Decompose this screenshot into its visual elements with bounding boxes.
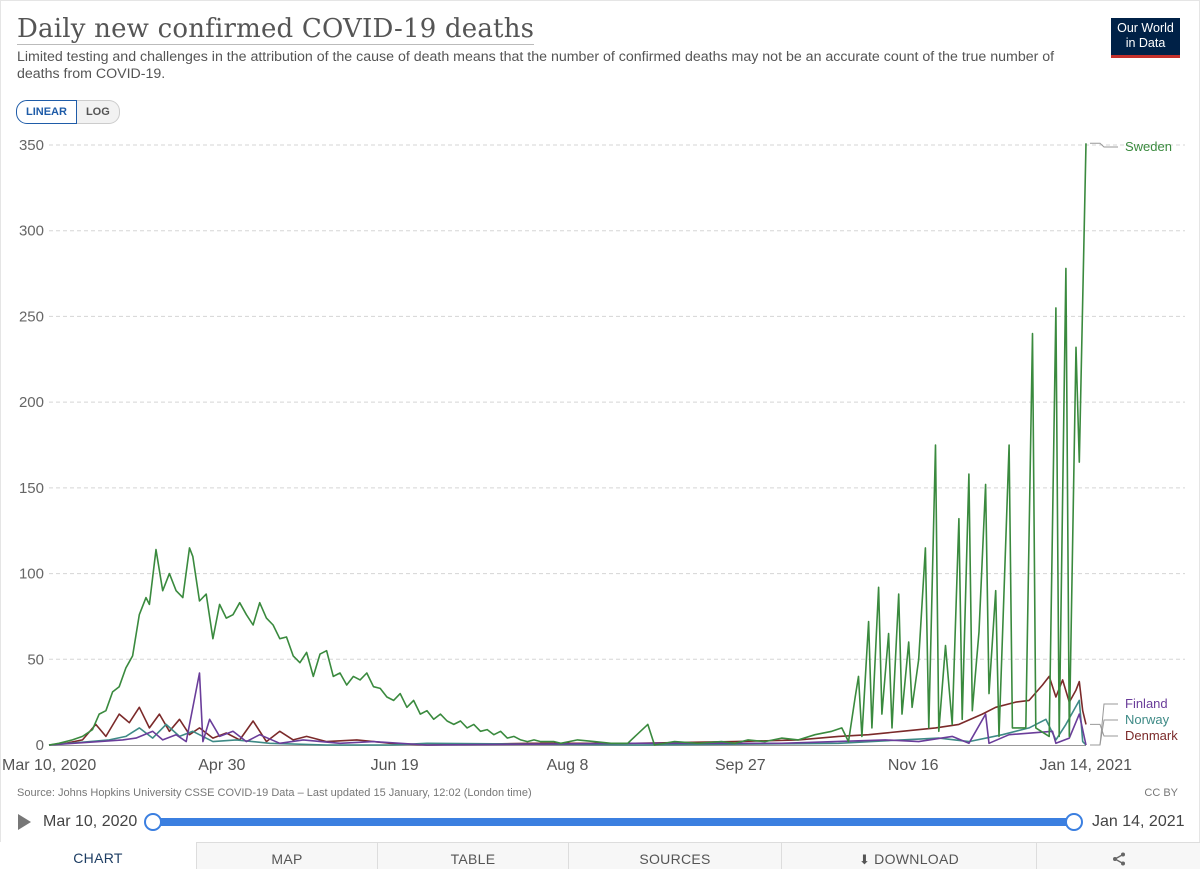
y-tick-label: 100 bbox=[19, 566, 44, 583]
series-line-sweden bbox=[48, 143, 1087, 746]
series-label-norway: Norway bbox=[1125, 712, 1170, 727]
series-label-sweden: Sweden bbox=[1125, 139, 1172, 154]
owid-logo[interactable]: Our World in Data bbox=[1111, 18, 1180, 58]
y-tick-label: 350 bbox=[19, 137, 44, 154]
chart-title: Daily new confirmed COVID-19 deaths bbox=[17, 14, 535, 45]
series-label-finland: Finland bbox=[1125, 696, 1168, 711]
x-tick-label: Jan 14, 2021 bbox=[1039, 757, 1132, 774]
x-tick-label: Aug 8 bbox=[547, 757, 589, 774]
logo-line-1: Our World bbox=[1117, 21, 1174, 35]
x-tick-label: Jun 19 bbox=[371, 757, 419, 774]
series-label-denmark: Denmark bbox=[1125, 728, 1178, 743]
source-note: Source: Johns Hopkins University CSSE CO… bbox=[17, 787, 532, 799]
leader-line-norway bbox=[1090, 719, 1118, 746]
log-scale-button[interactable]: LOG bbox=[76, 100, 120, 124]
timeline-end-handle[interactable] bbox=[1065, 813, 1083, 831]
leader-line-denmark bbox=[1090, 723, 1118, 737]
tab-map[interactable]: MAP bbox=[196, 842, 377, 869]
line-chart: 0 50 100 150 200 250 300 350 Mar 10, 2020 Apr 30 J… bbox=[2, 137, 1185, 774]
play-icon[interactable] bbox=[18, 814, 31, 830]
tab-share[interactable] bbox=[1036, 842, 1200, 869]
timeline-track[interactable] bbox=[152, 818, 1074, 826]
series-line-finland bbox=[48, 672, 1087, 746]
x-tick-label: Sep 27 bbox=[715, 757, 766, 774]
download-icon: ⬇ bbox=[858, 852, 871, 867]
y-tick-label: 300 bbox=[19, 223, 44, 240]
leader-line-sweden bbox=[1090, 142, 1118, 148]
y-tick-label: 200 bbox=[19, 394, 44, 411]
linear-scale-button[interactable]: LINEAR bbox=[16, 100, 77, 124]
y-tick-label: 150 bbox=[19, 480, 44, 497]
tab-download-label: DOWNLOAD bbox=[874, 851, 960, 867]
timeline-start-handle[interactable] bbox=[144, 813, 162, 831]
tab-chart[interactable]: CHART bbox=[0, 842, 196, 869]
license-link[interactable]: CC BY bbox=[1144, 787, 1178, 799]
scale-toggle: LINEAR LOG bbox=[16, 100, 120, 124]
y-tick-label: 50 bbox=[27, 651, 44, 668]
x-tick-label: Nov 16 bbox=[888, 757, 939, 774]
chart-title-text: Daily new confirmed COVID-19 deaths bbox=[17, 14, 535, 45]
y-tick-label: 0 bbox=[36, 737, 44, 754]
tab-sources[interactable]: SOURCES bbox=[568, 842, 781, 869]
share-icon bbox=[1112, 852, 1125, 866]
logo-line-2: in Data bbox=[1125, 36, 1166, 50]
x-tick-label: Mar 10, 2020 bbox=[2, 757, 96, 774]
tab-table[interactable]: TABLE bbox=[377, 842, 568, 869]
y-tick-label: 250 bbox=[19, 308, 44, 325]
x-tick-label: Apr 30 bbox=[198, 757, 245, 774]
timeline-start-label: Mar 10, 2020 bbox=[43, 813, 138, 830]
chart-subtitle: Limited testing and challenges in the at… bbox=[17, 49, 1055, 82]
tab-bar: CHART MAP TABLE SOURCES ⬇ DOWNLOAD bbox=[0, 842, 1200, 869]
tab-download[interactable]: ⬇ DOWNLOAD bbox=[781, 842, 1036, 869]
timeline-end-label: Jan 14, 2021 bbox=[1092, 813, 1185, 830]
